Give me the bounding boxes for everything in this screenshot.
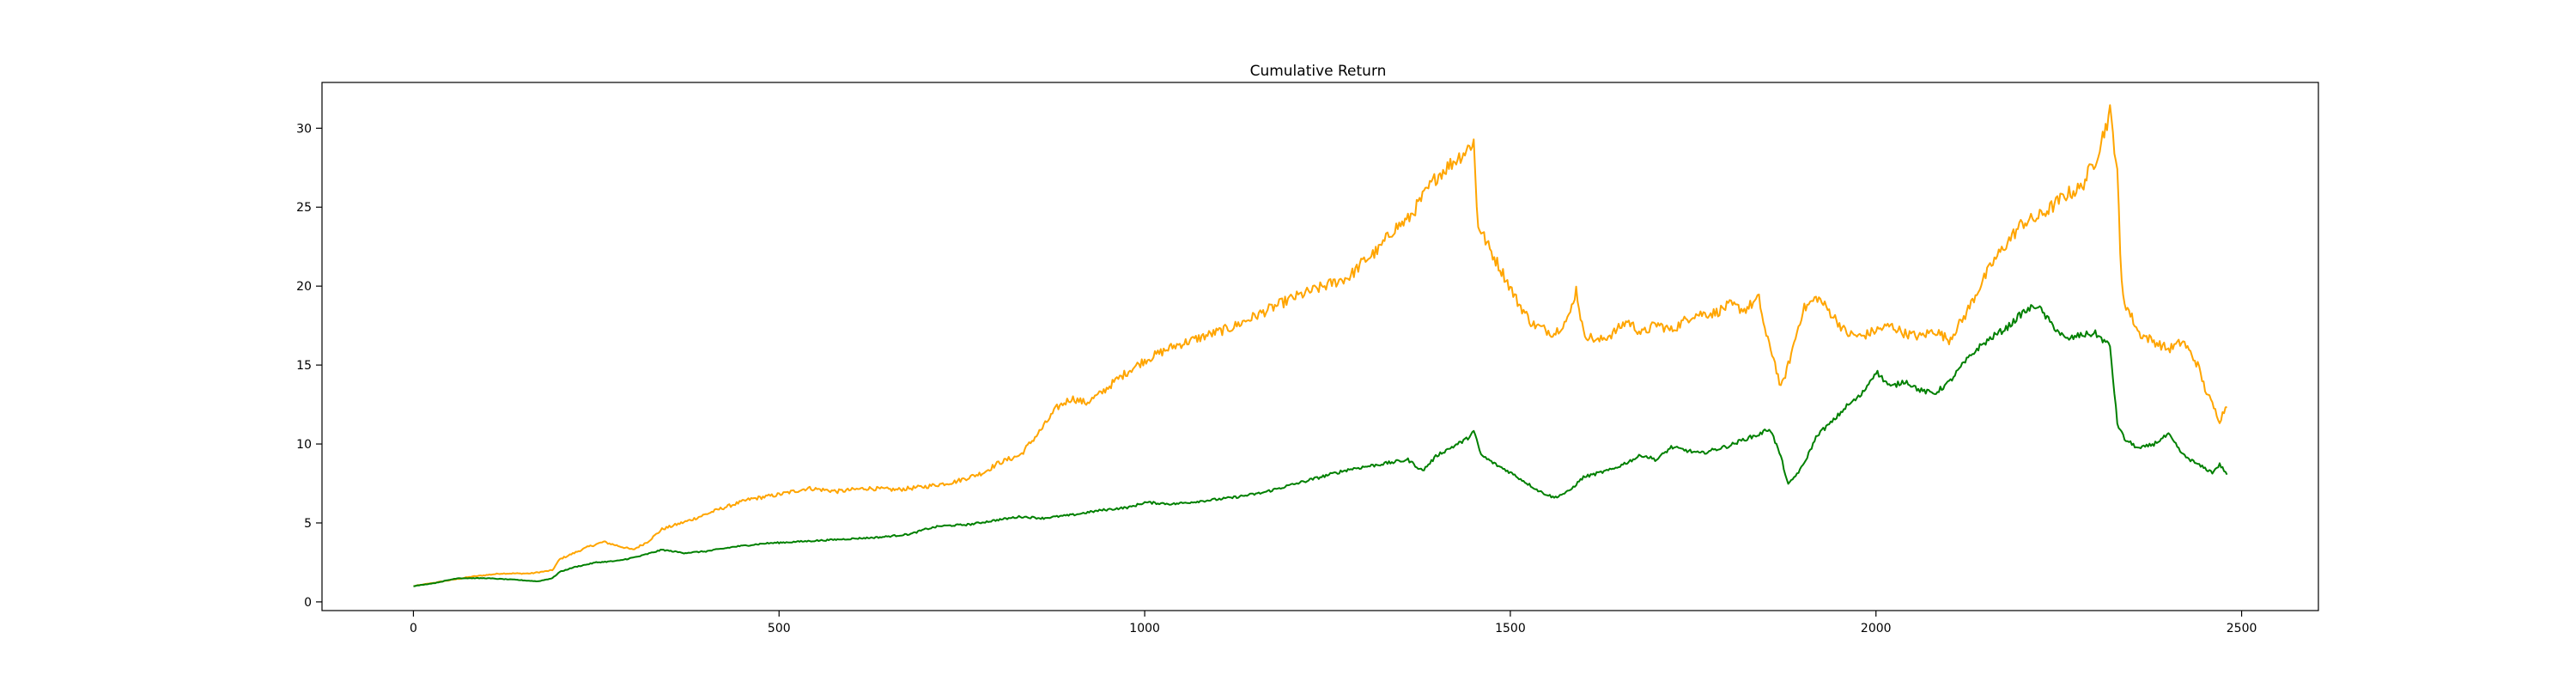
y-tick-label: 20 <box>296 280 312 294</box>
x-tick-label: 2500 <box>2227 622 2257 635</box>
y-tick-label: 5 <box>304 517 312 531</box>
chart-title: Cumulative Return <box>1250 63 1387 80</box>
x-tick-label: 2000 <box>1861 622 1892 635</box>
x-axis: 0 500 1000 1500 2000 2500 <box>410 611 2257 635</box>
x-tick-label: 1500 <box>1495 622 1526 635</box>
y-tick-label: 10 <box>296 438 312 452</box>
series-line-green <box>413 304 2228 587</box>
y-tick-label: 25 <box>296 201 312 215</box>
y-tick-label: 30 <box>296 122 312 136</box>
x-tick-label: 500 <box>768 622 791 635</box>
y-tick-label: 0 <box>304 596 312 610</box>
y-tick-label: 15 <box>296 359 312 373</box>
plot-area-frame <box>321 82 2319 611</box>
x-tick-label: 0 <box>410 622 417 635</box>
series-layer <box>413 104 2228 587</box>
y-axis: 0 5 10 15 20 25 30 <box>296 122 322 610</box>
series-line-orange <box>413 104 2227 587</box>
x-tick-label: 1000 <box>1129 622 1160 635</box>
